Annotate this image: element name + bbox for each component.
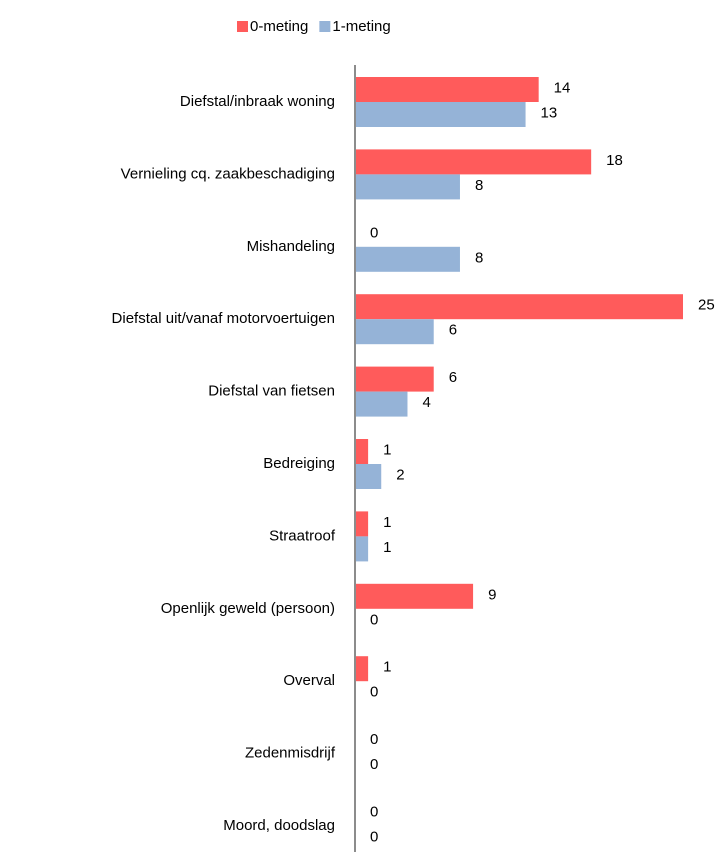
y-tick-label: Diefstal van fietsen [208,383,335,400]
bar [355,583,474,609]
value-label: 0 [370,224,378,241]
bar [355,439,369,464]
value-label: 0 [370,611,378,628]
value-label: 13 [541,104,558,121]
y-tick-label: Diefstal/inbraak woning [180,93,335,110]
bar [355,174,460,200]
bar [355,319,434,345]
value-label: 9 [488,586,496,603]
value-label: 2 [396,466,404,483]
value-label: 8 [475,177,483,194]
value-label: 6 [449,322,457,339]
bar [355,246,460,272]
bar [355,102,526,127]
value-label: 6 [449,369,457,386]
value-label: 0 [370,803,378,820]
value-label: 1 [383,659,391,676]
bar [355,391,408,417]
value-label: 0 [370,828,378,845]
y-tick-label: Bedreiging [263,455,335,472]
bar [355,77,539,102]
value-label: 14 [554,79,571,96]
y-tick-label: Overval [283,672,335,689]
value-label: 0 [370,756,378,773]
value-label: 18 [606,152,623,169]
bar [355,464,382,489]
y-tick-label: Vernieling cq. zaakbeschadiging [121,165,335,182]
value-label: 1 [383,441,391,458]
legend-label: 0-meting [250,18,308,35]
y-tick-label: Straatroof [269,527,336,544]
value-label: 1 [383,514,391,531]
value-label: 4 [422,394,430,411]
y-tick-label: Diefstal uit/vanaf motorvoertuigen [112,310,335,327]
y-tick-label: Mishandeling [247,238,335,255]
legend-swatch [237,21,248,32]
legend-label: 1-meting [332,18,390,35]
y-tick-label: Zedenmisdrijf [245,745,336,762]
legend-swatch [319,21,331,32]
y-tick-label: Openlijk geweld (persoon) [161,600,335,617]
y-tick-label: Moord, doodslag [223,817,335,834]
value-label: 8 [475,249,483,266]
bar [355,294,683,320]
value-label: 1 [383,539,391,556]
value-label: 0 [370,731,378,748]
bar [355,536,369,562]
bar [355,366,434,392]
bar [355,511,369,537]
bar [355,656,369,682]
value-label: 25 [698,297,715,314]
bar [355,149,592,175]
value-label: 0 [370,684,378,701]
